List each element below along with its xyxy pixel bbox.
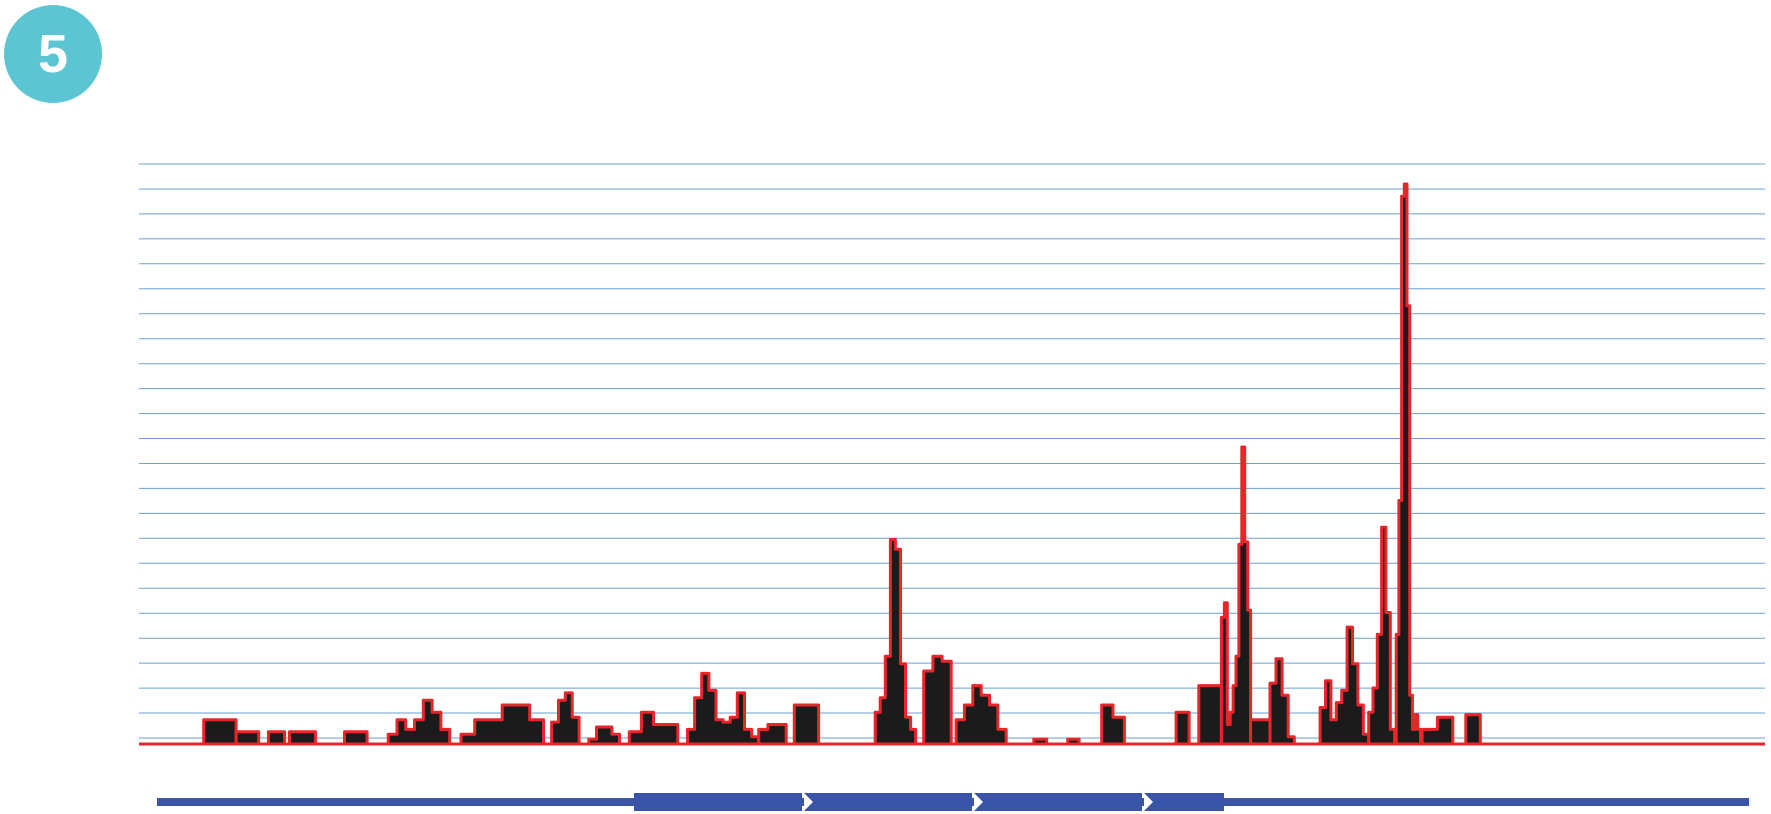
gridlines bbox=[139, 163, 1765, 739]
gene-exon-block bbox=[804, 793, 972, 811]
coverage-track bbox=[202, 182, 1482, 746]
coverage-peak bbox=[1394, 182, 1422, 746]
coverage-peak bbox=[1100, 703, 1126, 746]
coverage-peak bbox=[922, 654, 953, 746]
coverage-peak bbox=[1367, 525, 1397, 746]
coverage-peak bbox=[686, 671, 761, 746]
coverage-peak bbox=[266, 730, 287, 746]
coverage-peak bbox=[954, 684, 1008, 746]
coverage-peak bbox=[386, 698, 452, 746]
coverage-peak bbox=[343, 730, 369, 746]
coverage-peak bbox=[1174, 710, 1191, 746]
coverage-peak bbox=[202, 718, 238, 746]
coverage-peak bbox=[288, 730, 317, 746]
coverage-peak bbox=[1420, 715, 1455, 746]
gene-exon-block bbox=[974, 793, 1142, 811]
direction-arrow-icon bbox=[1144, 793, 1153, 811]
coverage-peak bbox=[757, 723, 788, 746]
coverage-peak bbox=[1464, 713, 1482, 746]
coverage-peak bbox=[587, 725, 621, 746]
coverage-peak bbox=[1268, 657, 1296, 746]
coverage-peak bbox=[1318, 625, 1371, 746]
gene-exon-block bbox=[1144, 793, 1224, 811]
coverage-peak bbox=[627, 710, 680, 746]
coverage-peak bbox=[1219, 445, 1253, 746]
coverage-peak bbox=[792, 703, 821, 746]
gene-model bbox=[157, 793, 1749, 811]
coverage-peak bbox=[234, 730, 261, 746]
coverage-peak bbox=[459, 703, 545, 746]
coverage-peak bbox=[550, 691, 581, 746]
coverage-peak bbox=[873, 538, 918, 746]
figure-number-badge: 5 bbox=[4, 5, 102, 103]
coverage-peak bbox=[1249, 718, 1272, 746]
coverage-peak bbox=[1197, 684, 1223, 746]
direction-arrow-icon bbox=[974, 793, 983, 811]
gene-exon-block bbox=[634, 793, 802, 811]
direction-arrow-icon bbox=[804, 793, 813, 811]
